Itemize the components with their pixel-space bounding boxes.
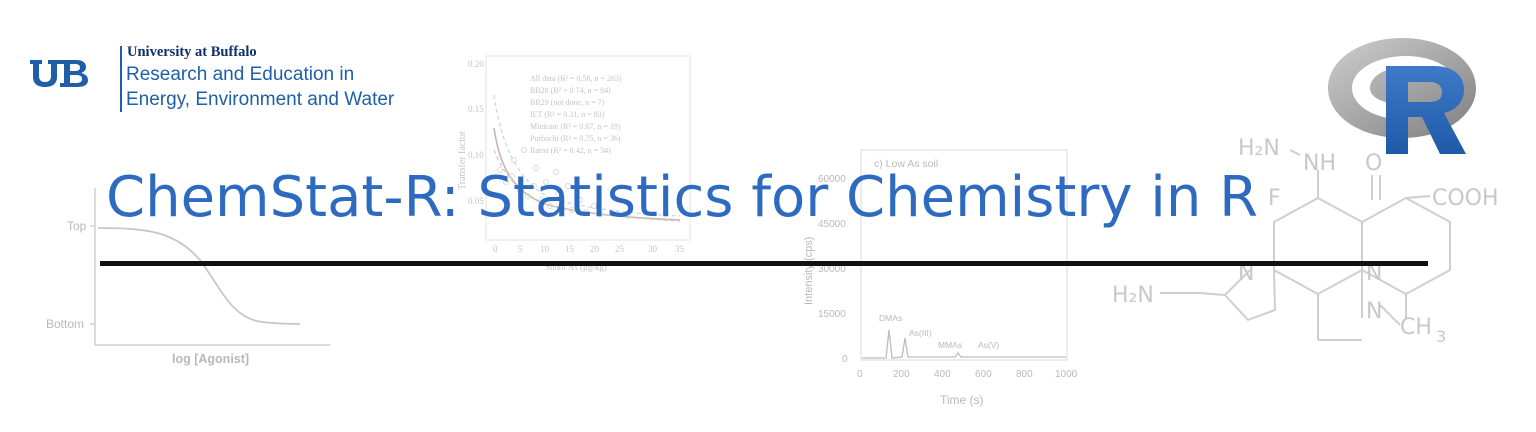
transfer-factor-plot: Transfer factor 0.20 0.15 0.10 0.05 0 5 … bbox=[457, 55, 691, 272]
chromatogram-peak-as3: As(III) bbox=[909, 328, 932, 338]
molecule-label-ch: CH bbox=[1400, 315, 1432, 340]
chromatogram-tick-x-1: 200 bbox=[893, 369, 910, 380]
transfer-tick-x-1: 5 bbox=[518, 244, 523, 254]
dose-response-x-label: log [Agonist] bbox=[172, 352, 249, 366]
transfer-legend-5: Purbachi (R² = 0.75, n = 36) bbox=[530, 134, 621, 143]
transfer-tick-y-2: 0.10 bbox=[468, 150, 484, 160]
transfer-fit-curve-iet bbox=[493, 94, 681, 217]
transfer-tick-y-3: 0.05 bbox=[468, 196, 484, 206]
dose-response-curve bbox=[97, 227, 301, 325]
transfer-tick-x-6: 30 bbox=[648, 244, 658, 254]
molecule-label-h2n-top: H₂N bbox=[1238, 136, 1280, 161]
transfer-tick-y-0: 0.20 bbox=[468, 59, 484, 69]
molecule-label-n-lower: N bbox=[1366, 261, 1382, 286]
chromatogram-plot: c) Low As soil Intensity (cps) 60000 450… bbox=[803, 149, 1078, 407]
molecule-bonds bbox=[1160, 149, 1451, 341]
transfer-tick-x-2: 10 bbox=[540, 244, 550, 254]
chromatogram-trace bbox=[862, 329, 1066, 359]
chromatogram-tick-x-0: 0 bbox=[857, 369, 863, 380]
molecule-label-ch3-subscript: 3 bbox=[1436, 327, 1446, 346]
chromatogram-tick-x-4: 800 bbox=[1016, 369, 1033, 380]
transfer-tick-x-5: 25 bbox=[615, 244, 625, 254]
chromatogram-peak-mmas: MMAs bbox=[938, 340, 962, 350]
ub-program-line-2: Energy, Environment and Water bbox=[126, 89, 395, 110]
transfer-plot-x-label: Shoot As (μg/kg) bbox=[545, 262, 607, 272]
transfer-legend-6: Ratna (R² = 0.42, n = 34) bbox=[530, 146, 611, 155]
page-title: ChemStat-R: Statistics for Chemistry in … bbox=[106, 165, 1259, 230]
dose-response-top-label: Top bbox=[67, 219, 87, 233]
ub-program-line-1: Research and Education in bbox=[126, 64, 355, 85]
chromatogram-y-label: Intensity (cps) bbox=[803, 237, 815, 305]
chromatogram-tick-x-2: 400 bbox=[934, 369, 951, 380]
chromatogram-tick-x-3: 600 bbox=[975, 369, 992, 380]
title-underline bbox=[100, 261, 1428, 266]
transfer-scatter-points-gray bbox=[511, 147, 597, 209]
transfer-tick-y-1: 0.15 bbox=[468, 104, 484, 114]
molecule-label-cooh: COOH bbox=[1432, 186, 1499, 211]
molecule-label-f: F bbox=[1268, 186, 1281, 211]
chromatogram-title: c) Low As soil bbox=[874, 158, 938, 170]
chromatogram-peak-as5: As(V) bbox=[978, 340, 999, 350]
chromatogram-tick-y-3: 15000 bbox=[818, 309, 846, 320]
ub-monogram-icon bbox=[30, 60, 88, 87]
transfer-plot-frame bbox=[485, 55, 691, 241]
transfer-legend-3: IET (R² = 0.31, n = 83) bbox=[530, 110, 605, 119]
chromatogram-tick-y-2: 30000 bbox=[818, 264, 846, 275]
transfer-legend-1: BR28 (R² = 0.74, n = 84) bbox=[530, 86, 611, 95]
chromatogram-tick-y-0: 60000 bbox=[818, 174, 846, 185]
molecule-label-nh: NH bbox=[1303, 151, 1336, 176]
transfer-plot-y-label: Transfer factor bbox=[457, 130, 468, 190]
transfer-legend-4: Minicate (R² = 0.67, n = 19) bbox=[530, 122, 621, 131]
transfer-legend-0: All data (R² = 0.56, n = 263) bbox=[530, 74, 622, 83]
transfer-scatter-points bbox=[497, 167, 631, 219]
transfer-fit-curve-br28 bbox=[493, 149, 681, 222]
transfer-tick-x-4: 20 bbox=[590, 244, 600, 254]
molecule-label-o: O bbox=[1365, 151, 1382, 176]
chromatogram-x-label: Time (s) bbox=[940, 393, 984, 407]
chromatogram-tick-y-4: 0 bbox=[842, 354, 848, 365]
chromatogram-frame bbox=[860, 149, 1068, 361]
molecule-structure: H₂N NH O F COOH N H₂N N N CH 3 bbox=[1112, 136, 1499, 346]
dose-response-bottom-label: Bottom bbox=[46, 317, 84, 331]
dose-response-plot: Top Bottom log [Agonist] bbox=[46, 188, 330, 366]
transfer-tick-x-7: 35 bbox=[675, 244, 685, 254]
molecule-label-h2n-bottom: H₂N bbox=[1112, 283, 1154, 308]
transfer-legend-2: BR29 (not done, n = 7) bbox=[530, 98, 605, 107]
transfer-tick-x-0: 0 bbox=[493, 244, 498, 254]
chromatogram-peak-dmas: DMAs bbox=[879, 313, 902, 323]
molecule-label-n-methyl: N bbox=[1366, 299, 1382, 324]
ub-divider bbox=[120, 46, 122, 112]
molecule-label-n-ring: N bbox=[1238, 261, 1254, 286]
transfer-tick-x-3: 15 bbox=[565, 244, 575, 254]
ub-university-name: University at Buffalo bbox=[127, 44, 257, 60]
chromatogram-tick-x-5: 1000 bbox=[1055, 369, 1078, 380]
chromatogram-tick-y-1: 45000 bbox=[818, 219, 846, 230]
r-logo-icon bbox=[1328, 38, 1476, 154]
